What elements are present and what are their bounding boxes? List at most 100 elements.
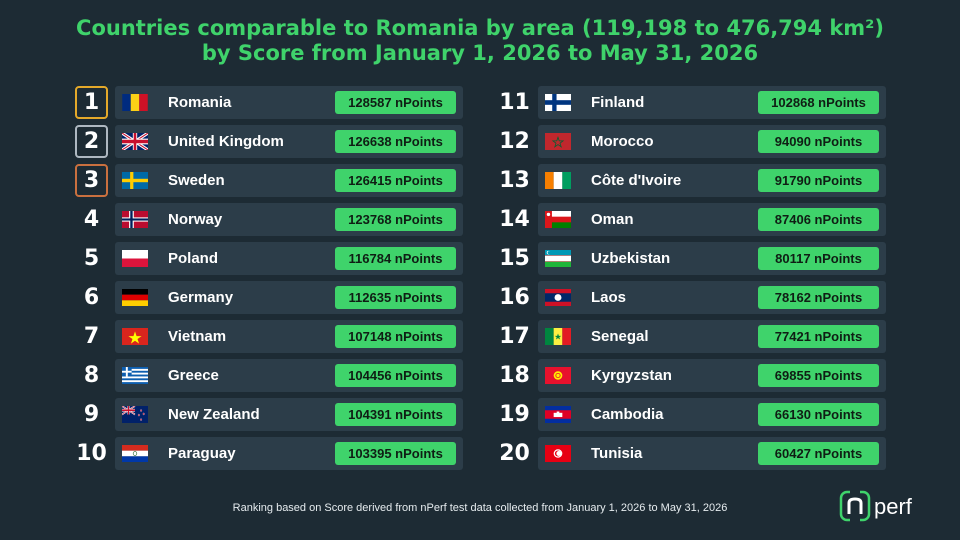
country-name: Tunisia <box>591 445 643 462</box>
oman-flag-icon <box>545 211 571 228</box>
country-name: Greece <box>168 367 219 384</box>
rank-badge: 16 <box>499 285 530 310</box>
ranking-row: 2 United Kingdom 126638 nPoints <box>75 125 463 158</box>
country-card: Tunisia 60427 nPoints <box>538 437 886 470</box>
cambodia-flag-icon <box>545 406 571 423</box>
country-name: Sweden <box>168 172 225 189</box>
country-card: Finland 102868 nPoints <box>538 86 886 119</box>
uzbekistan-flag-icon <box>545 250 571 267</box>
rank-badge: 17 <box>499 324 530 349</box>
country-card: Kyrgyzstan 69855 nPoints <box>538 359 886 392</box>
score-badge: 104391 nPoints <box>335 403 456 426</box>
rank-badge: 12 <box>499 129 530 154</box>
country-name: Oman <box>591 211 634 228</box>
country-card: Greece 104456 nPoints <box>115 359 463 392</box>
rank-badge: 13 <box>499 168 530 193</box>
country-name: Côte d'Ivoire <box>591 172 682 189</box>
tunisia-flag-icon <box>545 445 571 462</box>
country-name: Laos <box>591 289 627 306</box>
country-name: Paraguay <box>168 445 236 462</box>
country-name: Kyrgyzstan <box>591 367 672 384</box>
laos-flag-icon <box>545 289 571 306</box>
cote-divoire-flag-icon <box>545 172 571 189</box>
romania-flag-icon <box>122 94 148 111</box>
new-zealand-flag-icon <box>122 406 148 423</box>
country-name: Romania <box>168 94 232 111</box>
rank-badge: 8 <box>83 363 100 388</box>
ranking-column-left: 1 Romania 128587 nPoints 2 United Kingdo… <box>75 86 463 476</box>
score-badge: 128587 nPoints <box>335 91 456 114</box>
score-badge: 77421 nPoints <box>758 325 879 348</box>
score-badge: 78162 nPoints <box>758 286 879 309</box>
score-badge: 94090 nPoints <box>758 130 879 153</box>
country-card: Cambodia 66130 nPoints <box>538 398 886 431</box>
germany-flag-icon <box>122 289 148 306</box>
score-badge: 104456 nPoints <box>335 364 456 387</box>
score-badge: 112635 nPoints <box>335 286 456 309</box>
score-badge: 87406 nPoints <box>758 208 879 231</box>
ranking-row: 15 Uzbekistan 80117 nPoints <box>498 242 886 275</box>
ranking-row: 6 Germany 112635 nPoints <box>75 281 463 314</box>
senegal-flag-icon <box>545 328 571 345</box>
score-badge: 116784 nPoints <box>335 247 456 270</box>
ranking-row: 4 Norway 123768 nPoints <box>75 203 463 236</box>
country-card: Romania 128587 nPoints <box>115 86 463 119</box>
country-card: Norway 123768 nPoints <box>115 203 463 236</box>
nperf-logo-text: perf <box>874 494 913 519</box>
title-line-1: Countries comparable to Romania by area … <box>76 16 884 40</box>
score-badge: 66130 nPoints <box>758 403 879 426</box>
ranking-row: 19 Cambodia 66130 nPoints <box>498 398 886 431</box>
united-kingdom-flag-icon <box>122 133 148 150</box>
ranking-row: 18 Kyrgyzstan 69855 nPoints <box>498 359 886 392</box>
morocco-flag-icon <box>545 133 571 150</box>
country-name: Vietnam <box>168 328 227 345</box>
score-badge: 69855 nPoints <box>758 364 879 387</box>
ranking-row: 8 Greece 104456 nPoints <box>75 359 463 392</box>
kyrgyzstan-flag-icon <box>545 367 571 384</box>
country-name: United Kingdom <box>168 133 284 150</box>
country-card: Sweden 126415 nPoints <box>115 164 463 197</box>
country-card: New Zealand 104391 nPoints <box>115 398 463 431</box>
rank-badge: 15 <box>499 246 530 271</box>
rank-badge: 18 <box>499 363 530 388</box>
rank-badge: 19 <box>499 402 530 427</box>
country-name: New Zealand <box>168 406 260 423</box>
score-badge: 80117 nPoints <box>758 247 879 270</box>
ranking-row: 5 Poland 116784 nPoints <box>75 242 463 275</box>
rank-badge: 1 <box>75 86 108 119</box>
rank-badge: 3 <box>75 164 108 197</box>
paraguay-flag-icon <box>122 445 148 462</box>
ranking-row: 16 Laos 78162 nPoints <box>498 281 886 314</box>
rank-badge: 11 <box>499 90 530 115</box>
ranking-row: 14 Oman 87406 nPoints <box>498 203 886 236</box>
country-card: Germany 112635 nPoints <box>115 281 463 314</box>
ranking-row: 10 Paraguay 103395 nPoints <box>75 437 463 470</box>
nperf-logo-icon: perf <box>839 488 913 524</box>
ranking-row: 1 Romania 128587 nPoints <box>75 86 463 119</box>
ranking-row: 9 New Zealand 104391 nPoints <box>75 398 463 431</box>
score-badge: 123768 nPoints <box>335 208 456 231</box>
score-badge: 103395 nPoints <box>335 442 456 465</box>
country-name: Cambodia <box>591 406 664 423</box>
title-line-2: by Score from January 1, 2026 to May 31,… <box>201 41 759 65</box>
country-name: Uzbekistan <box>591 250 671 267</box>
poland-flag-icon <box>122 250 148 267</box>
country-name: Morocco <box>591 133 654 150</box>
score-badge: 60427 nPoints <box>758 442 879 465</box>
rank-badge: 6 <box>83 285 100 310</box>
country-card: United Kingdom 126638 nPoints <box>115 125 463 158</box>
country-name: Senegal <box>591 328 649 345</box>
rank-badge: 5 <box>83 246 100 271</box>
country-name: Norway <box>168 211 223 228</box>
rank-badge: 4 <box>83 207 100 232</box>
country-card: Vietnam 107148 nPoints <box>115 320 463 353</box>
ranking-row: 7 Vietnam 107148 nPoints <box>75 320 463 353</box>
page-title: Countries comparable to Romania by area … <box>0 16 960 66</box>
sweden-flag-icon <box>122 172 148 189</box>
rank-badge: 7 <box>83 324 100 349</box>
norway-flag-icon <box>122 211 148 228</box>
ranking-row: 20 Tunisia 60427 nPoints <box>498 437 886 470</box>
rank-badge: 20 <box>499 441 530 466</box>
footer-note: Ranking based on Score derived from nPer… <box>232 502 728 514</box>
greece-flag-icon <box>122 367 148 384</box>
